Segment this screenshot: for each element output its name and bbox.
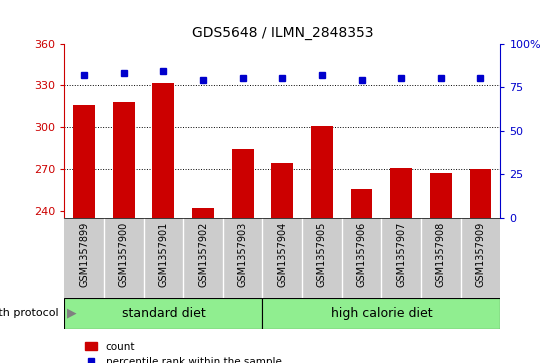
Text: GSM1357900: GSM1357900	[119, 222, 129, 287]
Title: GDS5648 / ILMN_2848353: GDS5648 / ILMN_2848353	[192, 26, 373, 40]
Text: GSM1357907: GSM1357907	[396, 222, 406, 287]
Text: standard diet: standard diet	[121, 307, 205, 319]
Bar	[64, 298, 263, 329]
Text: high calorie diet: high calorie diet	[330, 307, 432, 319]
Bar	[470, 169, 491, 218]
Text: GSM1357904: GSM1357904	[277, 222, 287, 287]
Text: ▶: ▶	[67, 307, 77, 319]
Bar	[311, 126, 333, 218]
Bar	[113, 102, 135, 218]
Bar	[153, 83, 174, 218]
Text: GSM1357906: GSM1357906	[357, 222, 367, 287]
Bar	[272, 163, 293, 218]
Text: GSM1357909: GSM1357909	[476, 222, 485, 287]
Text: GSM1357899: GSM1357899	[79, 222, 89, 287]
Text: GSM1357905: GSM1357905	[317, 222, 327, 287]
Text: GSM1357903: GSM1357903	[238, 222, 248, 287]
Legend: count, percentile rank within the sample: count, percentile rank within the sample	[80, 337, 286, 363]
Text: GSM1357901: GSM1357901	[158, 222, 168, 287]
Bar	[73, 105, 95, 218]
Bar	[192, 208, 214, 218]
Bar	[263, 298, 500, 329]
Bar	[350, 188, 372, 218]
Text: GSM1357902: GSM1357902	[198, 222, 208, 287]
Bar	[430, 173, 452, 218]
Bar	[390, 168, 412, 218]
Text: GSM1357908: GSM1357908	[436, 222, 446, 287]
Bar	[232, 150, 254, 218]
Text: growth protocol: growth protocol	[0, 308, 59, 318]
